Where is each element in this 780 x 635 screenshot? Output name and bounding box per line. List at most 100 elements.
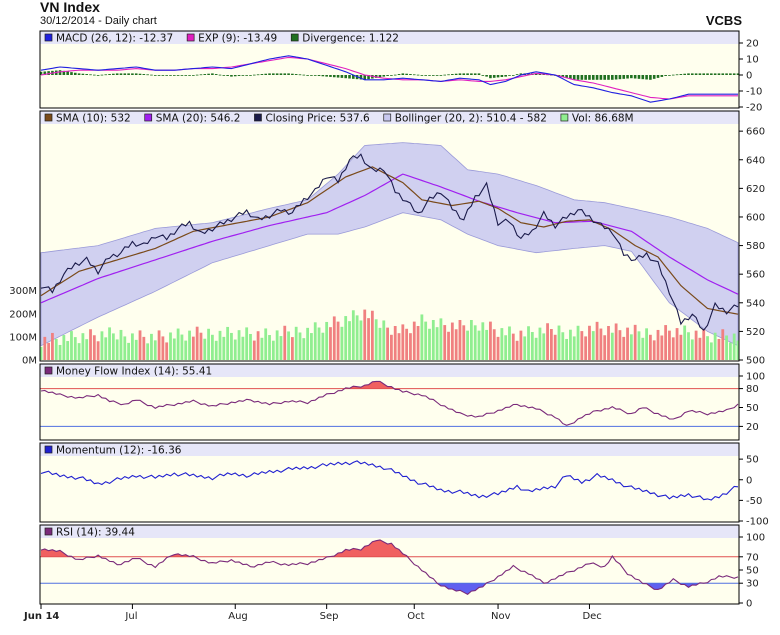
volume-bar bbox=[344, 316, 348, 360]
price-ytick-label-2: 620 bbox=[746, 184, 765, 195]
macd-divergence-bar bbox=[47, 71, 50, 75]
macd-divergence-bar bbox=[416, 74, 420, 76]
macd-divergence-bar bbox=[165, 75, 168, 76]
macd-divergence-bar bbox=[732, 73, 736, 75]
volume-bar bbox=[687, 332, 690, 360]
macd-divergence-bar bbox=[622, 75, 626, 79]
macd-divergence-bar bbox=[359, 75, 363, 80]
macd-divergence-bar bbox=[332, 75, 336, 78]
macd-divergence-bar bbox=[702, 73, 706, 75]
macd-divergence-bar bbox=[218, 74, 222, 76]
volume-bar bbox=[230, 332, 233, 360]
macd-legend-label-0: MACD (26, 12): -12.37 bbox=[56, 33, 173, 45]
volume-bar bbox=[641, 337, 645, 360]
macd-divergence-bar bbox=[100, 74, 104, 76]
macd-divergence-bar bbox=[534, 73, 538, 75]
macd-divergence-bar bbox=[340, 75, 344, 78]
volume-bar bbox=[603, 335, 607, 360]
volume-bar bbox=[725, 335, 728, 360]
macd-divergence-bar bbox=[344, 75, 347, 79]
macd-divergence-bar bbox=[294, 74, 298, 75]
macd-divergence-bar bbox=[378, 75, 382, 78]
volume-bar bbox=[165, 342, 169, 360]
macd-divergence-bar bbox=[591, 75, 595, 80]
price-legend-label-3: Bollinger (20, 2): 510.4 - 582 bbox=[395, 113, 547, 125]
volume-bar bbox=[713, 332, 717, 360]
volume-bar bbox=[77, 343, 81, 360]
macd-divergence-bar bbox=[138, 73, 142, 75]
macd-divergence-bar bbox=[565, 75, 568, 78]
price-ytick-label-1: 640 bbox=[746, 155, 765, 166]
sma10-line bbox=[40, 166, 739, 315]
momentum-ytick-label-0: 50 bbox=[746, 455, 759, 466]
macd-divergence-bar bbox=[188, 75, 191, 76]
month-label-6: Dec bbox=[582, 611, 601, 622]
macd-divergence-bar bbox=[428, 75, 431, 76]
macd-divergence-bar bbox=[363, 75, 367, 80]
volume-bar bbox=[100, 331, 104, 360]
volume-tick-label-3: 0M bbox=[22, 356, 37, 367]
sma20-line bbox=[40, 173, 739, 304]
volume-bar bbox=[115, 339, 119, 360]
volume-bar bbox=[294, 326, 298, 360]
volume-bar bbox=[51, 332, 54, 360]
volume-bar bbox=[443, 325, 447, 360]
volume-bar bbox=[351, 310, 355, 360]
volume-bar bbox=[416, 326, 420, 360]
volume-bar bbox=[660, 335, 664, 360]
volume-bar bbox=[412, 321, 416, 360]
macd-divergence-bar bbox=[721, 73, 725, 75]
macd-divergence-bar bbox=[611, 75, 614, 80]
volume-bar bbox=[340, 326, 344, 360]
macd-divergence-bar bbox=[584, 75, 587, 80]
volume-bar bbox=[462, 325, 466, 360]
macd-divergence-bar bbox=[96, 75, 100, 76]
mfi-legend-swatch-0 bbox=[44, 366, 53, 375]
volume-bar bbox=[70, 331, 73, 360]
macd-divergence-bar bbox=[572, 75, 576, 80]
volume-bar bbox=[218, 330, 222, 360]
volume-bar bbox=[146, 343, 150, 360]
volume-bar bbox=[321, 332, 325, 360]
price-legend-label-0: SMA (10): 532 bbox=[56, 113, 131, 125]
volume-bar bbox=[153, 340, 157, 360]
volume-bar bbox=[523, 336, 527, 360]
macd-divergence-bar bbox=[393, 74, 397, 76]
macd-divergence-bar bbox=[515, 74, 519, 75]
macd-divergence-bar bbox=[43, 71, 47, 75]
macd-divergence-bar bbox=[226, 75, 229, 76]
rsi-ytick-label-2: 50 bbox=[746, 566, 759, 577]
macd-divergence-bar bbox=[127, 73, 130, 75]
price-ytick-label-7: 520 bbox=[746, 327, 765, 338]
volume-bar bbox=[637, 331, 641, 360]
volume-bar bbox=[424, 321, 428, 360]
macd-divergence-bar bbox=[348, 75, 351, 79]
macd-divergence-bar bbox=[336, 75, 340, 78]
volume-bar bbox=[420, 314, 424, 360]
volume-bar bbox=[355, 315, 359, 360]
volume-bar bbox=[477, 330, 481, 360]
volume-bar bbox=[629, 334, 633, 360]
volume-bar bbox=[359, 320, 363, 360]
mfi-ytick-label-3: 20 bbox=[746, 422, 759, 433]
volume-bar bbox=[607, 326, 610, 360]
macd-divergence-bar bbox=[214, 74, 218, 75]
volume-bar bbox=[241, 336, 245, 360]
macd-divergence-bar bbox=[287, 73, 290, 75]
volume-bar bbox=[504, 335, 508, 360]
volume-bar bbox=[283, 325, 287, 360]
macd-divergence-bar bbox=[85, 74, 89, 75]
price-ytick-label-0: 660 bbox=[746, 127, 765, 138]
macd-divergence-bar bbox=[222, 75, 226, 76]
macd-divergence-bar bbox=[397, 74, 401, 75]
rsi-ytick-label-0: 100 bbox=[746, 533, 765, 544]
volume-bar bbox=[73, 337, 77, 360]
volume-bar bbox=[557, 325, 561, 360]
volume-bar bbox=[142, 336, 146, 360]
volume-bar bbox=[466, 330, 469, 360]
macd-divergence-bar bbox=[279, 73, 283, 75]
macd-divergence-bar bbox=[729, 73, 732, 75]
macd-divergence-bar bbox=[458, 73, 462, 75]
volume-tick-label-0: 300M bbox=[9, 286, 37, 297]
volume-bar bbox=[127, 342, 131, 360]
